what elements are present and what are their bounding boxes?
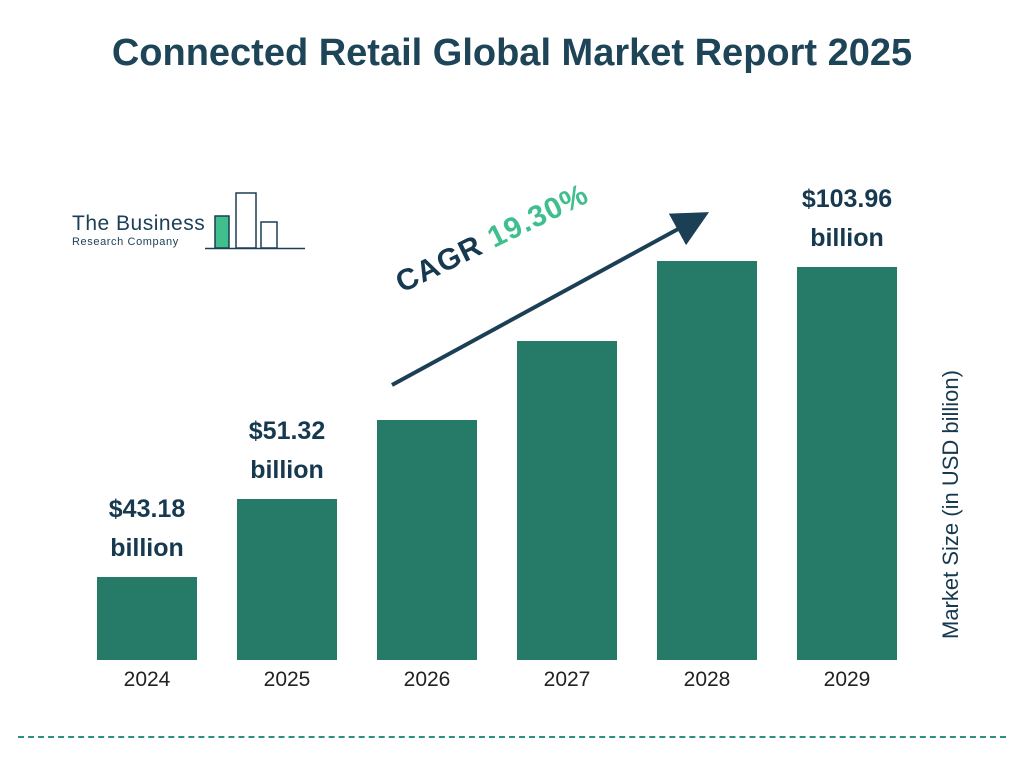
x-axis-labels: 2024 2025 2026 2027 2028 2029 [97,668,897,692]
logo-line2: Research Company [72,236,179,248]
bar-value-label-2024: $43.18 billion [108,495,186,562]
bar-2025 [237,499,337,660]
logo-text: The Business Research Company [72,212,205,250]
bar-column-2028 [657,180,757,660]
x-axis-label-2028: 2028 [683,668,731,691]
company-logo: The Business Research Company [72,188,306,250]
bar-2029 [797,267,897,660]
bar-2024 [97,577,197,660]
logo-line1: The Business [72,212,206,235]
x-axis-label-2026: 2026 [403,668,451,691]
bottom-divider [18,736,1006,738]
x-axis-label-2027: 2027 [543,668,591,691]
bar-column-2027 [517,180,617,660]
bar-value-label-2025: $51.32 billion [248,417,326,484]
bar-column-2029: $103.96 billion [797,180,897,660]
bar-column-2024: $43.18 billion [97,180,197,660]
x-axis-label-2029: 2029 [823,668,871,691]
bar-value-label-2029: $103.96 billion [801,185,893,252]
bar-2026 [377,420,477,660]
bar-column-2026 [377,180,477,660]
bar-2028 [657,261,757,660]
x-axis-label-2024: 2024 [123,668,171,691]
bar-column-2025: $51.32 billion [237,180,337,660]
y-axis-title: Market Size (in USD billion) [938,370,963,640]
logo-bar-chart-icon [205,192,306,250]
x-axis-label-2025: 2025 [263,668,311,691]
page-title: Connected Retail Global Market Report 20… [111,32,913,74]
bar-2027 [517,341,617,660]
bar-chart: $43.18 billion $51.32 billion $103.96 billion [97,180,897,660]
